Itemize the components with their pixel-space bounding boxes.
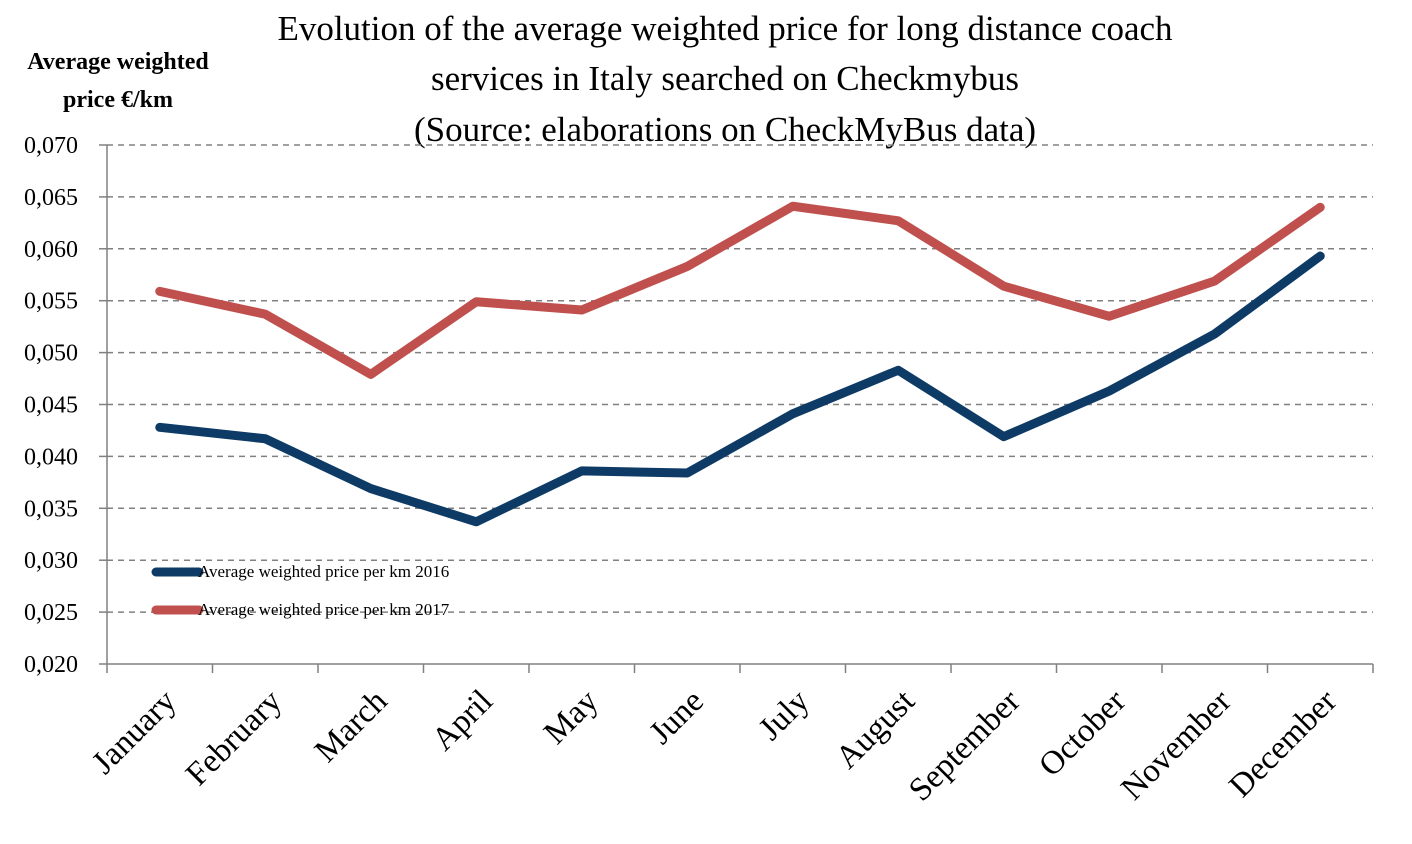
data-point: [370, 374, 371, 375]
x-tick-label: March: [308, 683, 395, 770]
y-tick-labels: 0,020 0,025 0,030 0,035 0,040 0,045 0,050 0,055…: [24, 133, 78, 678]
data-point: [476, 301, 477, 302]
y-tick-label: 0,070: [24, 133, 78, 159]
x-tick-label: September: [902, 683, 1027, 808]
x-tick-label: February: [179, 683, 289, 793]
data-point: [1003, 436, 1004, 437]
data-point: [265, 314, 266, 315]
data-point: [581, 470, 582, 471]
x-tick-label: April: [425, 683, 500, 758]
x-tick-label: December: [1223, 683, 1344, 804]
y-tick-label: 0,035: [24, 496, 78, 522]
x-tick-label: November: [1114, 683, 1238, 807]
y-tick-label: 0,045: [24, 393, 78, 419]
data-point: [898, 220, 899, 221]
y-tick-label: 0,055: [24, 289, 78, 315]
y-axis-label-line-1: Average weighted: [27, 49, 209, 75]
legend-label: Average weighted price per km 2017: [198, 600, 450, 619]
data-point: [1003, 286, 1004, 287]
data-point: [1320, 207, 1321, 208]
data-point: [265, 438, 266, 439]
data-point: [687, 266, 688, 267]
y-tick-label: 0,050: [24, 341, 78, 367]
chart-title-line-3: (Source: elaborations on CheckMyBus data…: [414, 110, 1036, 149]
x-tick-label: May: [537, 683, 606, 752]
data-point: [370, 488, 371, 489]
x-tick-label: October: [1032, 683, 1133, 784]
data-point: [159, 291, 160, 292]
data-point: [1109, 316, 1110, 317]
y-tick-label: 0,030: [24, 548, 78, 574]
data-point: [687, 473, 688, 474]
legend-label: Average weighted price per km 2016: [198, 562, 449, 581]
series-line-1: [155, 201, 1325, 379]
data-point: [1320, 256, 1321, 257]
data-point: [1214, 280, 1215, 281]
data-point: [898, 370, 899, 371]
gridlines: [107, 144, 1373, 613]
y-tick-label: 0,065: [24, 185, 78, 211]
chart-title-line-2: services in Italy searched on Checkmybus: [431, 59, 1019, 98]
x-tick-label: August: [829, 683, 922, 776]
y-tick-label: 0,025: [24, 600, 78, 626]
data-point: [159, 427, 160, 428]
data-point: [1214, 333, 1215, 334]
chart-title: Evolution of the average weighted price …: [277, 9, 1173, 149]
series-lines: [155, 201, 1325, 527]
y-tick-label: 0,060: [24, 237, 78, 263]
y-axis-label: Average weighted price €/km: [27, 49, 209, 113]
chart-title-line-1: Evolution of the average weighted price …: [277, 9, 1173, 48]
y-tick-label: 0,020: [24, 652, 78, 678]
y-tick-label: 0,040: [24, 444, 78, 470]
data-point: [581, 310, 582, 311]
series-line-0: [155, 251, 1325, 527]
data-point: [792, 413, 793, 414]
x-tick-label: June: [643, 683, 711, 751]
data-point: [476, 521, 477, 522]
data-point: [792, 206, 793, 207]
legend: Average weighted price per km 2016 Averag…: [151, 562, 450, 619]
x-tick-label: January: [85, 683, 183, 781]
y-axis-label-line-2: price €/km: [63, 87, 173, 113]
data-point: [1109, 391, 1110, 392]
axes: [99, 144, 1374, 673]
x-tick-label: July: [752, 683, 817, 748]
